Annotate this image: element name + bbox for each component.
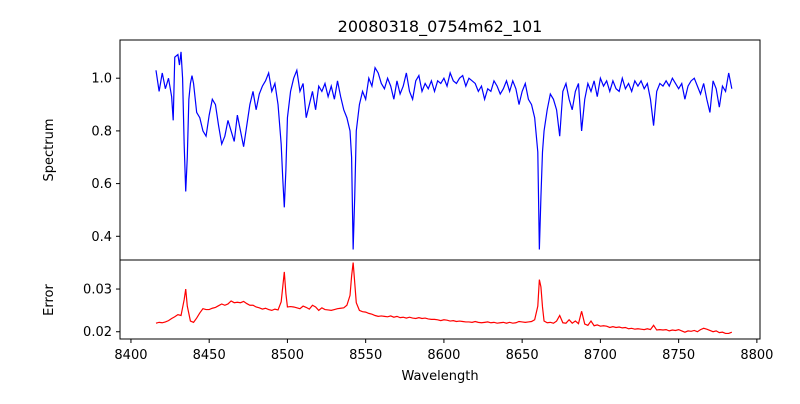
error-y-tick-label: 0.03 bbox=[83, 283, 112, 298]
spectrum-y-tick-label: 1.0 bbox=[91, 72, 112, 87]
error-y-tick-label: 0.02 bbox=[83, 325, 112, 340]
chart-title: 20080318_0754m62_101 bbox=[338, 17, 543, 37]
x-tick-label: 8800 bbox=[740, 348, 773, 363]
x-tick-label: 8600 bbox=[427, 348, 460, 363]
spectrum-y-tick-label: 0.6 bbox=[91, 177, 112, 192]
error-panel: 0.02 0.03 Error bbox=[42, 259, 761, 340]
x-tick-label: 8650 bbox=[506, 348, 539, 363]
spectrum-y-ticks: 0.4 0.6 0.8 1.0 bbox=[91, 72, 120, 245]
x-tick-label: 8750 bbox=[662, 348, 695, 363]
x-axis-label: Wavelength bbox=[401, 369, 478, 384]
x-tick-label: 8700 bbox=[584, 348, 617, 363]
spectrum-y-tick-label: 0.8 bbox=[91, 124, 112, 139]
x-tick-label: 8500 bbox=[271, 348, 304, 363]
spectrum-y-label: Spectrum bbox=[42, 119, 57, 182]
error-y-ticks: 0.02 0.03 bbox=[83, 283, 120, 340]
spectrum-line bbox=[155, 51, 733, 250]
x-tick-label: 8450 bbox=[193, 348, 226, 363]
x-tick-label: 8550 bbox=[349, 348, 382, 363]
error-axes-frame bbox=[119, 259, 761, 340]
spectrum-y-tick-label: 0.4 bbox=[91, 230, 112, 245]
error-y-label: Error bbox=[42, 284, 57, 316]
spectrum-panel: 0.4 0.6 0.8 1.0 Spectrum bbox=[42, 39, 761, 261]
x-axis-ticks: 8400 8450 8500 8550 8600 8650 8700 8750 8800 bbox=[114, 339, 773, 363]
spectrum-axes-frame bbox=[119, 39, 761, 261]
error-line bbox=[155, 262, 733, 335]
x-tick-label: 8400 bbox=[114, 348, 147, 363]
